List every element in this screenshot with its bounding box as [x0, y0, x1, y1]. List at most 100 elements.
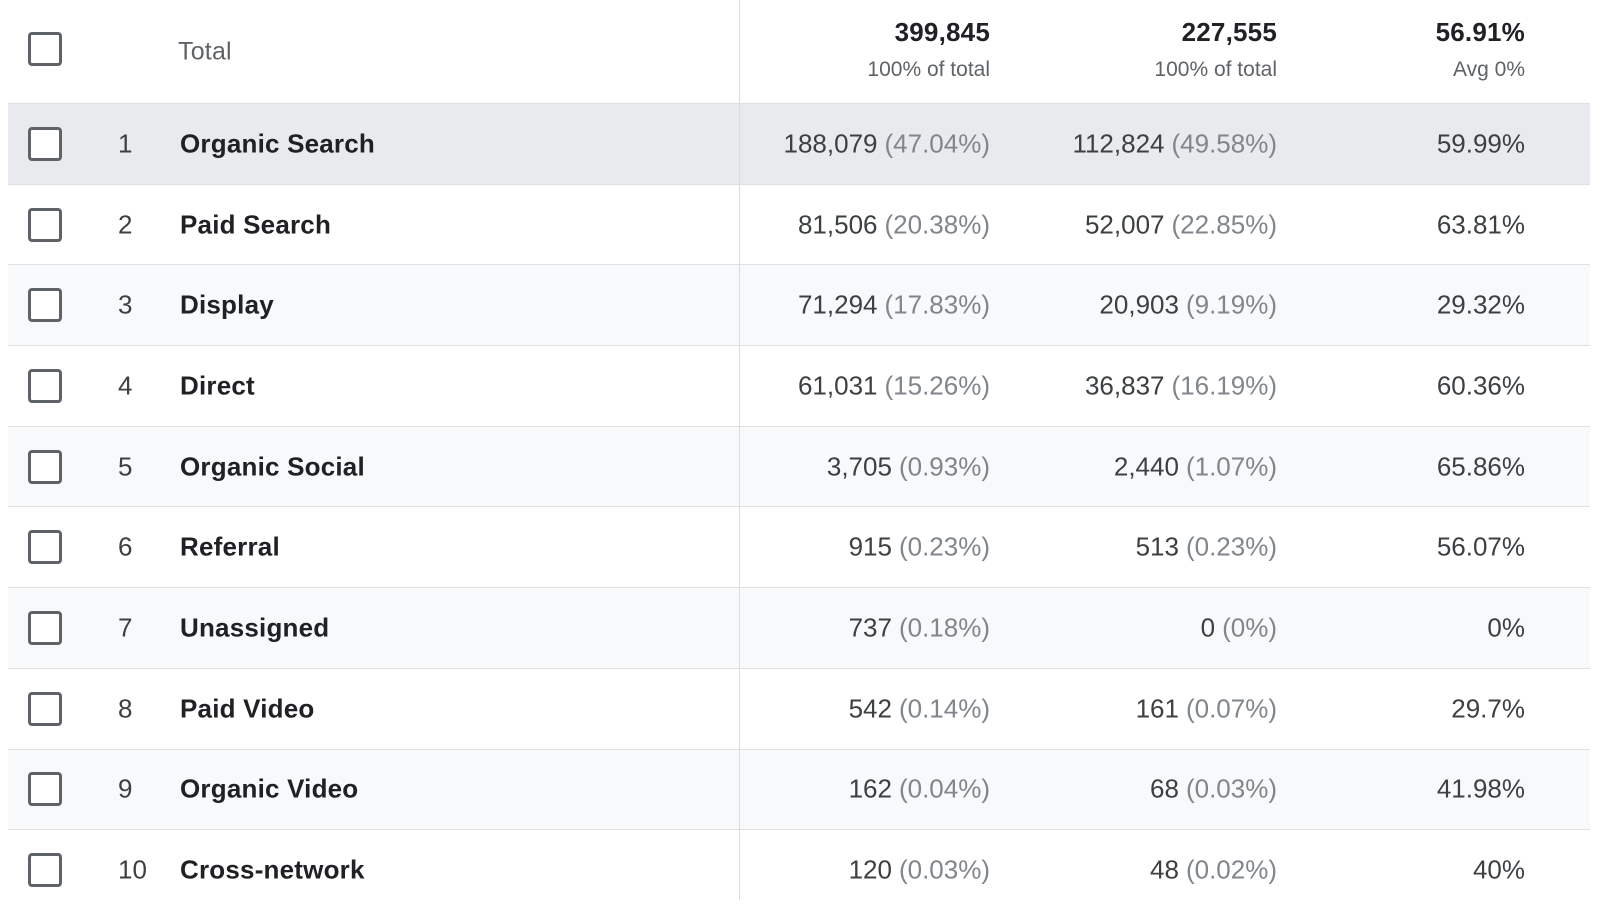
row-checkbox[interactable] — [28, 368, 62, 403]
metric-1-value: 3,705 — [826, 451, 892, 482]
metric-1-cell: 737 (0.18%) — [849, 612, 990, 643]
table-row: 8 Paid Video 542 (0.14%) 161 (0.07%) 29.7% — [8, 667, 1590, 749]
metric-3-cell: 60.36% — [1437, 370, 1525, 401]
row-rank: 1 — [118, 128, 133, 159]
metric-2-share: (9.19%) — [1185, 289, 1277, 320]
metric-3-value: 41.98% — [1436, 773, 1525, 804]
metric-1-cell: 188,079 (47.04%) — [784, 128, 990, 159]
metric-3-value: 29.32% — [1436, 289, 1525, 320]
metric-3-value: 56.07% — [1436, 531, 1525, 562]
metric-3-cell: 29.7% — [1451, 693, 1525, 724]
row-rank: 9 — [118, 773, 133, 804]
metric-1-cell: 120 (0.03%) — [849, 855, 990, 886]
table-row: 3 Display 71,294 (17.83%) 20,903 (9.19%) 2… — [8, 264, 1590, 346]
metric-3-value: 0% — [1487, 612, 1525, 643]
metric-1-value: 915 — [848, 531, 892, 562]
total-metric-1-value: 399,845 — [894, 17, 990, 47]
table-row: 2 Paid Search 81,506 (20.38%) 52,007 (22.8… — [8, 183, 1590, 265]
metric-1-share: (0.23%) — [898, 531, 990, 562]
metric-2-value: 52,007 — [1084, 209, 1165, 240]
total-metric-1-subtext: 100% of total — [867, 58, 990, 81]
metric-1-cell: 81,506 (20.38%) — [798, 209, 990, 240]
metric-1-share: (0.14%) — [898, 693, 990, 724]
metric-3-cell: 63.81% — [1437, 209, 1525, 240]
metric-1-value: 81,506 — [797, 209, 878, 240]
row-rank: 5 — [118, 451, 133, 482]
metric-1-share: (0.18%) — [898, 612, 990, 643]
total-metric-3-subtext: Avg 0% — [1453, 58, 1525, 81]
table-row: 4 Direct 61,031 (15.26%) 36,837 (16.19%) 6… — [8, 345, 1590, 426]
column-divider — [739, 0, 740, 900]
row-checkbox[interactable] — [28, 449, 62, 484]
metric-2-share: (1.07%) — [1185, 451, 1277, 482]
metric-2-share: (16.19%) — [1171, 370, 1278, 401]
metric-3-cell: 29.32% — [1437, 290, 1525, 321]
channel-name: Direct — [180, 370, 255, 401]
metric-1-share: (0.04%) — [898, 773, 990, 804]
metric-2-share: (0%) — [1222, 612, 1277, 643]
metric-2-value: 513 — [1135, 531, 1179, 562]
metric-2-value: 36,837 — [1084, 370, 1165, 401]
metric-2-cell: 52,007 (22.85%) — [1085, 209, 1277, 240]
metric-3-value: 59.99% — [1436, 128, 1525, 159]
total-row: Total 399,845 100% of total 227,555 100%… — [8, 0, 1590, 103]
metric-3-value: 29.7% — [1451, 693, 1525, 724]
metric-2-value: 0 — [1200, 612, 1216, 643]
metric-2-share: (0.03%) — [1185, 773, 1277, 804]
channel-name: Unassigned — [180, 612, 330, 643]
metric-1-value: 542 — [848, 693, 892, 724]
metric-2-cell: 0 (0%) — [1201, 612, 1277, 643]
row-rank: 10 — [118, 854, 147, 885]
metric-2-value: 112,824 — [1072, 128, 1165, 159]
metric-2-value: 68 — [1150, 773, 1179, 804]
metric-3-value: 60.36% — [1436, 370, 1525, 401]
metric-1-cell: 61,031 (15.26%) — [798, 370, 990, 401]
metric-2-value: 2,440 — [1113, 451, 1179, 482]
metric-2-value: 48 — [1150, 854, 1179, 885]
metric-1-cell: 915 (0.23%) — [849, 532, 990, 563]
metric-1-value: 61,031 — [797, 370, 878, 401]
metric-1-value: 120 — [848, 854, 892, 885]
total-metric-2: 227,555 100% of total — [1154, 12, 1277, 88]
row-checkbox[interactable] — [28, 126, 62, 161]
channel-name: Paid Search — [180, 209, 332, 240]
channel-name: Referral — [180, 531, 280, 562]
metric-1-value: 737 — [848, 612, 892, 643]
metric-2-cell: 112,824 (49.58%) — [1072, 128, 1277, 159]
row-checkbox[interactable] — [28, 207, 62, 242]
row-checkbox[interactable] — [28, 610, 62, 645]
metric-1-share: (47.04%) — [884, 128, 991, 159]
row-checkbox[interactable] — [28, 691, 62, 726]
table-row: 9 Organic Video 162 (0.04%) 68 (0.03%) 41.… — [8, 748, 1590, 830]
metric-2-cell: 513 (0.23%) — [1136, 532, 1277, 563]
row-checkbox[interactable] — [28, 288, 62, 323]
row-checkbox[interactable] — [28, 530, 62, 565]
channel-name: Cross-network — [180, 854, 365, 885]
row-rank: 3 — [118, 289, 133, 320]
metric-3-value: 40% — [1472, 854, 1525, 885]
metric-3-value: 65.86% — [1436, 451, 1525, 482]
metric-2-value: 161 — [1135, 693, 1179, 724]
channel-name: Organic Video — [180, 773, 359, 804]
row-checkbox[interactable] — [28, 772, 62, 807]
row-rank: 4 — [118, 370, 133, 401]
table-body: 1 Organic Search 188,079 (47.04%) 112,824… — [8, 103, 1590, 910]
metric-1-value: 162 — [848, 773, 892, 804]
channels-table: Total 399,845 100% of total 227,555 100%… — [8, 0, 1590, 910]
row-checkbox[interactable] — [28, 853, 62, 888]
total-metric-2-value: 227,555 — [1181, 17, 1277, 47]
total-metric-3: 56.91% Avg 0% — [1436, 12, 1525, 88]
metric-2-share: (22.85%) — [1171, 209, 1278, 240]
table-row: 7 Unassigned 737 (0.18%) 0 (0%) 0% — [8, 587, 1590, 668]
metric-1-value: 71,294 — [797, 289, 878, 320]
total-metric-2-subtext: 100% of total — [1154, 58, 1277, 81]
total-metric-3-value: 56.91% — [1435, 17, 1525, 47]
metric-3-cell: 40% — [1473, 855, 1525, 886]
channel-name: Organic Search — [180, 128, 375, 159]
metric-1-share: (0.03%) — [898, 854, 990, 885]
select-all-checkbox[interactable] — [28, 32, 62, 66]
metric-1-cell: 3,705 (0.93%) — [827, 451, 990, 482]
metric-1-share: (20.38%) — [884, 209, 991, 240]
table-row: 10 Cross-network 120 (0.03%) 48 (0.02%) 40… — [8, 829, 1590, 910]
metric-2-share: (0.07%) — [1185, 693, 1277, 724]
